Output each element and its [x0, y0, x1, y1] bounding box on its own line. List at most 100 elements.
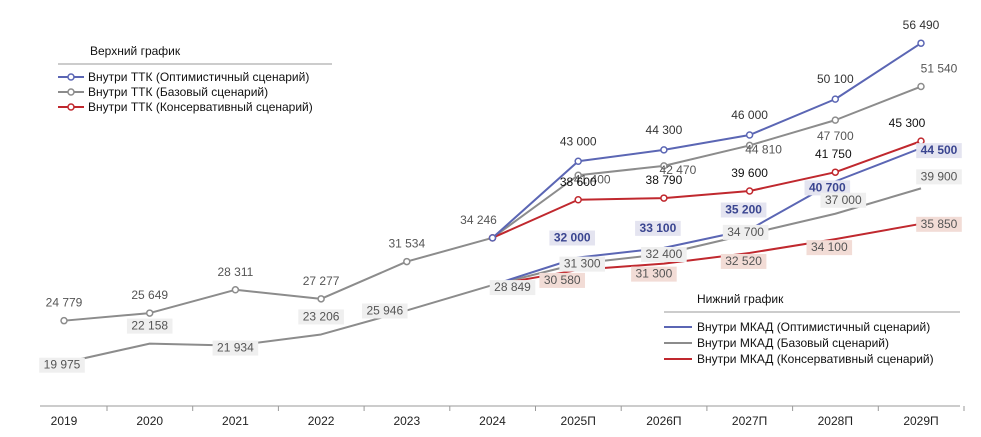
- series-line-lower-conservative: [492, 222, 922, 287]
- data-label-bg: [126, 318, 173, 334]
- data-label-upper-base: 47 700: [817, 129, 854, 143]
- data-point-upper-base: [745, 141, 754, 150]
- data-label-lower-conservative: 34 100: [811, 240, 848, 254]
- data-label-lower-base: 39 900: [921, 169, 958, 183]
- data-label-lower-optimistic: 33 100: [640, 221, 677, 235]
- data-label-bg: [539, 272, 585, 288]
- legend-lower-title: Нижний график: [697, 292, 784, 306]
- series-line-upper-optimistic: [491, 42, 922, 239]
- data-label-lower-conservative: 32 520: [725, 254, 762, 268]
- data-point-upper-base: [574, 171, 582, 179]
- series-line-upper-conservative: [492, 140, 922, 239]
- data-label-lower-optimistic: 40 700: [809, 180, 846, 194]
- x-tick-label-2026П: 2026П: [646, 414, 681, 428]
- data-point-upper-base: [660, 162, 668, 170]
- data-label-upper-conservative: 38 600: [560, 175, 597, 189]
- data-label-upper-optimistic: 43 000: [560, 134, 597, 148]
- legend-lower-entry-conservative: Внутри МКАД (Консервативный сценарий): [697, 352, 934, 366]
- x-tick-label-2024: 2024: [479, 414, 506, 428]
- x-tick-label-2022: 2022: [308, 414, 335, 428]
- x-tick-label-2025П: 2025П: [561, 414, 596, 428]
- x-tick-label-2020: 2020: [136, 414, 163, 428]
- data-label-upper-optimistic: 56 490: [903, 18, 940, 32]
- data-label-lower-conservative: 35 850: [921, 217, 958, 231]
- legend-upper: Верхний график Внутри ТТК (Оптимистичный…: [58, 44, 332, 114]
- legend-upper-entry-base: Внутри ТТК (Базовый сценарий): [88, 85, 268, 99]
- data-label-upper-base: 42 470: [660, 163, 697, 177]
- data-point-upper-base: [145, 309, 154, 317]
- data-label-lower-base: 19 975: [44, 358, 81, 372]
- data-point-upper-optimistic: [660, 146, 668, 154]
- data-label-lower-base: 21 934: [217, 341, 254, 355]
- data-point-upper-optimistic: [831, 95, 840, 103]
- data-label-bg: [916, 169, 962, 185]
- data-point-upper-conservative: [745, 187, 754, 195]
- legend-upper-marker-optimistic: [67, 73, 75, 81]
- x-tick-label-2019: 2019: [51, 414, 78, 428]
- data-label-bg: [631, 266, 677, 282]
- data-label-lower-base: 23 206: [303, 309, 340, 323]
- data-point-upper-base: [317, 295, 325, 303]
- data-point-upper-base: [60, 316, 68, 325]
- data-label-bg: [722, 224, 769, 240]
- data-label-upper-base: 27 277: [303, 274, 340, 288]
- data-label-bg: [635, 220, 681, 236]
- data-label-upper-conservative: 39 600: [731, 166, 768, 180]
- data-point-upper-conservative: [831, 168, 840, 176]
- data-label-bg: [212, 340, 259, 356]
- data-label-lower-base: 32 400: [646, 247, 683, 261]
- data-label-lower-base: 37 000: [825, 193, 862, 207]
- data-label-bg: [820, 192, 867, 208]
- data-point-upper-base: [231, 286, 240, 294]
- x-tick-label-2021: 2021: [222, 414, 249, 428]
- data-label-lower-optimistic: 35 200: [725, 203, 762, 217]
- data-label-bg: [489, 280, 536, 296]
- data-label-bg: [559, 256, 605, 272]
- data-label-bg: [298, 309, 344, 325]
- data-point-upper-optimistic: [488, 234, 497, 242]
- data-label-upper-optimistic: 50 100: [817, 72, 854, 86]
- data-label-upper-base: 44 810: [745, 142, 782, 156]
- legend-upper-entry-conservative: Внутри ТТК (Консервативный сценарий): [88, 100, 313, 114]
- data-point-upper-optimistic: [917, 39, 925, 47]
- data-point-upper-conservative: [574, 196, 582, 204]
- data-label-lower-conservative: 31 300: [636, 267, 673, 281]
- x-tick-label-2028П: 2028П: [818, 414, 853, 428]
- data-point-upper-conservative: [660, 194, 668, 202]
- data-point-upper-optimistic: [745, 131, 754, 139]
- data-point-upper-optimistic: [574, 157, 582, 165]
- data-label-bg: [806, 240, 853, 256]
- data-label-bg: [39, 357, 85, 373]
- data-label-upper-base: 24 779: [46, 296, 83, 310]
- data-point-upper-base: [831, 116, 840, 124]
- data-label-upper-optimistic: 46 000: [731, 108, 768, 122]
- data-label-lower-base: 34 700: [727, 225, 764, 239]
- data-label-upper-base: 28 311: [217, 265, 253, 279]
- legend-upper-marker-base: [67, 88, 75, 96]
- data-label-lower-optimistic: 32 000: [554, 231, 591, 245]
- legend-lower-entry-base: Внутри МКАД (Базовый сценарий): [697, 336, 889, 350]
- data-label-lower-optimistic: 44 500: [921, 143, 958, 157]
- data-label-upper-base: 51 540: [921, 62, 958, 76]
- data-label-upper-conservative: 41 750: [815, 147, 852, 161]
- data-label-upper-conservative: 45 300: [889, 116, 926, 130]
- data-label-upper-optimistic: 44 300: [646, 123, 683, 137]
- data-point-upper-base: [917, 82, 925, 91]
- data-label-upper-conservative: 38 790: [646, 173, 683, 187]
- data-label-bg: [720, 253, 767, 269]
- legend-lower-entry-optimistic: Внутри МКАД (Оптимистичный сценарий): [697, 320, 930, 334]
- data-label-lower-base: 31 300: [564, 257, 601, 271]
- x-tick-label-2029П: 2029П: [903, 414, 938, 428]
- x-tick-label-2027П: 2027П: [732, 414, 767, 428]
- data-label-bg: [641, 247, 687, 262]
- data-point-upper-base: [403, 257, 411, 266]
- legend-upper-entry-optimistic: Внутри ТТК (Оптимистичный сценарий): [88, 70, 309, 84]
- data-label-bg: [916, 216, 962, 232]
- legend-upper-marker-conservative: [67, 103, 75, 111]
- data-label-lower-base: 25 946: [366, 303, 403, 317]
- legend-lower: Нижний график Внутри МКАД (Оптимистичный…: [664, 292, 960, 366]
- data-label-bg: [916, 143, 962, 159]
- data-label-lower-base: 28 849: [494, 280, 531, 294]
- data-label-upper-base: 31 534: [388, 237, 425, 251]
